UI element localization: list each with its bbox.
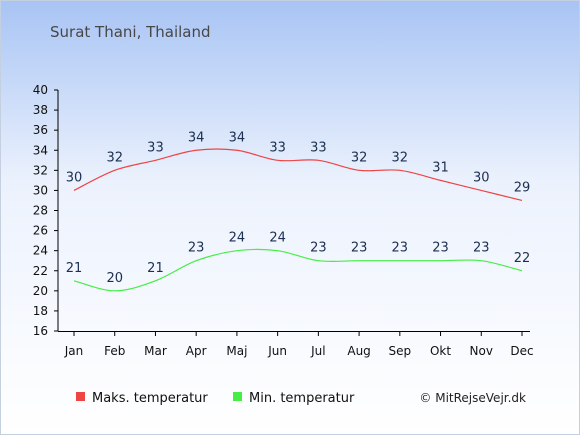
data-label-max: 33: [310, 140, 327, 155]
x-tick-label: Feb: [104, 344, 125, 358]
x-tick-label: Dec: [510, 344, 533, 358]
y-tick-label: 32: [33, 163, 48, 177]
data-label-max: 32: [351, 150, 368, 165]
y-tick-label: 28: [33, 204, 48, 218]
data-label-min: 23: [310, 241, 327, 256]
x-tick-label: Sep: [389, 344, 412, 358]
data-label-max: 32: [392, 150, 409, 165]
data-label-min: 24: [229, 231, 246, 246]
data-label-max: 33: [147, 140, 164, 155]
x-tick-label: Jul: [310, 344, 325, 358]
y-tick-label: 18: [33, 304, 48, 318]
x-tick-label: Okt: [430, 344, 451, 358]
data-label-min: 23: [432, 241, 449, 256]
y-tick-label: 34: [33, 143, 48, 157]
data-label-min: 23: [188, 241, 205, 256]
x-tick-label: Apr: [186, 344, 207, 358]
data-label-min: 21: [147, 261, 164, 276]
y-tick-label: 36: [33, 123, 48, 137]
y-tick-label: 24: [33, 244, 48, 258]
y-tick-label: 22: [33, 264, 48, 278]
y-tick-label: 26: [33, 224, 48, 238]
data-label-min: 23: [392, 241, 409, 256]
data-label-max: 30: [66, 170, 83, 185]
y-tick-label: 30: [33, 183, 48, 197]
y-tick-label: 16: [33, 324, 48, 338]
data-label-min: 24: [269, 231, 286, 246]
legend-marker-max: [76, 392, 85, 401]
data-label-max: 31: [432, 160, 449, 175]
legend-label-max: Maks. temperatur: [92, 391, 208, 406]
data-label-max: 34: [188, 130, 205, 145]
data-label-max: 29: [514, 180, 531, 195]
data-label-min: 21: [66, 261, 83, 276]
legend-marker-min: [233, 392, 242, 401]
series-line-max: [73, 148, 523, 202]
x-tick-label: Jun: [267, 344, 287, 358]
data-label-min: 23: [351, 241, 368, 256]
y-tick-label: 40: [33, 83, 48, 97]
x-tick-label: Jan: [64, 344, 84, 358]
copyright-notice: © MitRejseVejr.dk: [419, 391, 526, 405]
x-tick-label: Aug: [347, 344, 370, 358]
data-label-max: 34: [229, 130, 246, 145]
chart-title: Surat Thani, Thailand: [50, 23, 211, 41]
x-tick-label: Nov: [470, 344, 493, 358]
x-tick-label: Maj: [226, 344, 247, 358]
data-label-max: 33: [269, 140, 286, 155]
y-tick-label: 38: [33, 103, 48, 117]
data-label-min: 23: [473, 241, 490, 256]
data-label-min: 22: [514, 251, 531, 266]
data-label-min: 20: [106, 271, 123, 286]
data-label-max: 32: [106, 150, 123, 165]
x-tick-label: Mar: [144, 344, 167, 358]
series-line-min: [73, 248, 523, 292]
y-tick-label: 20: [33, 284, 48, 298]
legend-label-min: Min. temperatur: [249, 391, 355, 406]
data-label-max: 30: [473, 170, 490, 185]
